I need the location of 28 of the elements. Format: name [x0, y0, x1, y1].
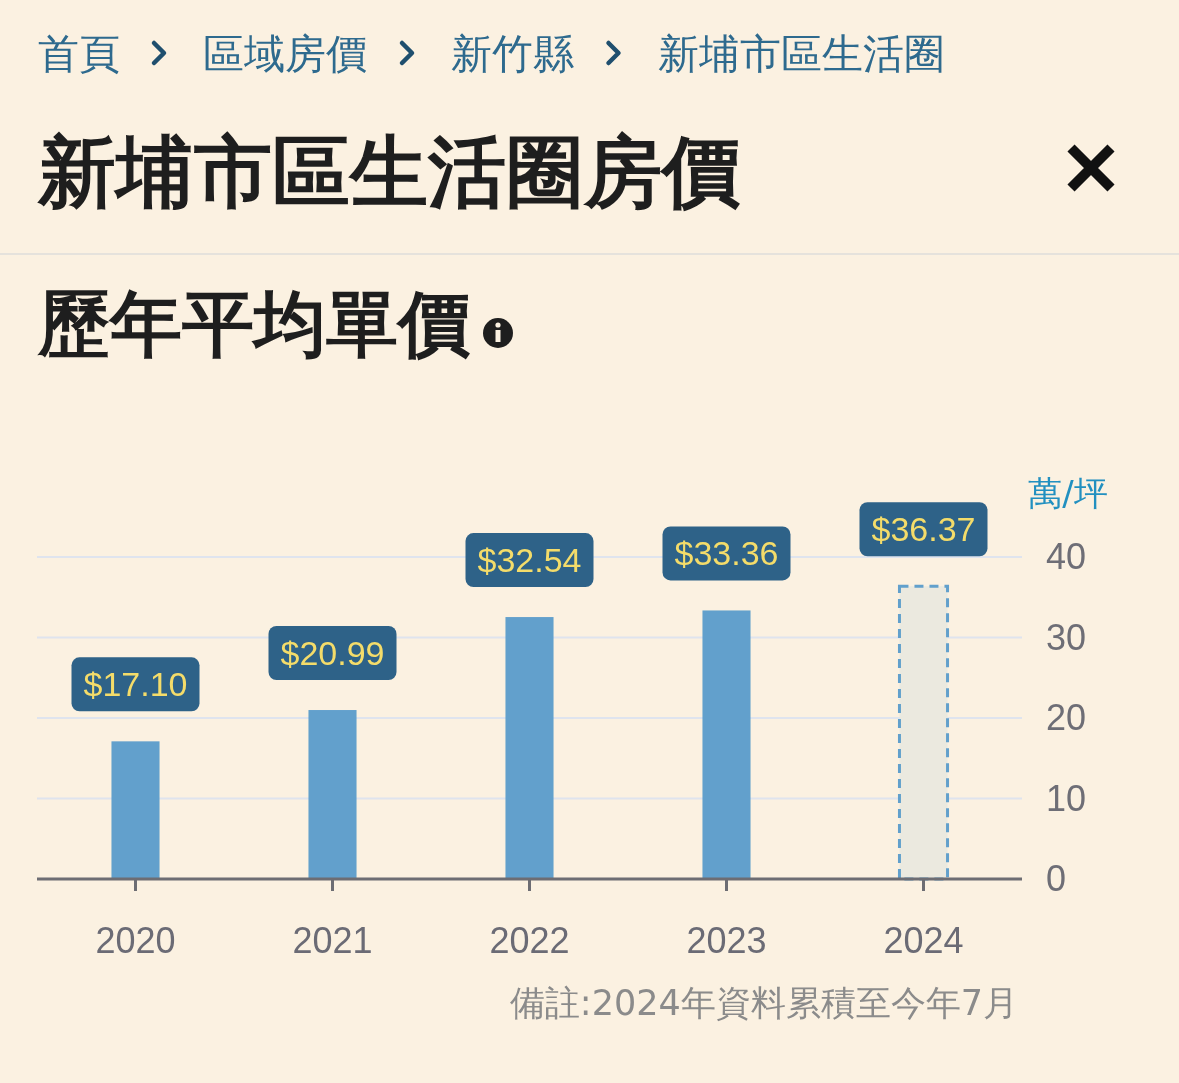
data-label: $33.36: [674, 534, 779, 573]
text: 首頁: [38, 30, 120, 78]
data-label: $36.37: [871, 510, 976, 549]
bar: [111, 741, 160, 879]
x-tick-label: 2021: [292, 920, 373, 961]
bar: [897, 584, 950, 881]
text: 區域房價: [203, 30, 367, 78]
y-tick-label: 30: [1046, 616, 1087, 658]
text: 備註:2024年資料累積至今年7月: [509, 983, 1018, 1023]
y-tick-label: 20: [1046, 697, 1087, 738]
chart-subtitle: 歷年平均單價: [37, 282, 470, 366]
y-tick-label: 40: [1046, 536, 1087, 577]
data-label: $32.54: [477, 541, 582, 580]
data-label: $20.99: [280, 634, 385, 673]
y-tick-label: 0: [1046, 858, 1067, 899]
y-axis-title: 萬/坪: [1028, 473, 1108, 513]
x-tick-label: 2022: [489, 920, 570, 961]
bar: [702, 610, 751, 879]
y-tick-label: 10: [1046, 777, 1087, 819]
data-label: $17.10: [83, 665, 188, 704]
x-tick-label: 2020: [95, 920, 176, 961]
bar: [308, 710, 357, 879]
x-tick-label: 2024: [883, 920, 964, 961]
chart-title: 新埔市區生活圈房價: [37, 127, 740, 217]
text: 新埔市區生活圈: [657, 30, 945, 78]
bar: [505, 617, 554, 879]
text: 新竹縣: [451, 30, 574, 78]
x-tick-label: 2023: [686, 920, 767, 961]
